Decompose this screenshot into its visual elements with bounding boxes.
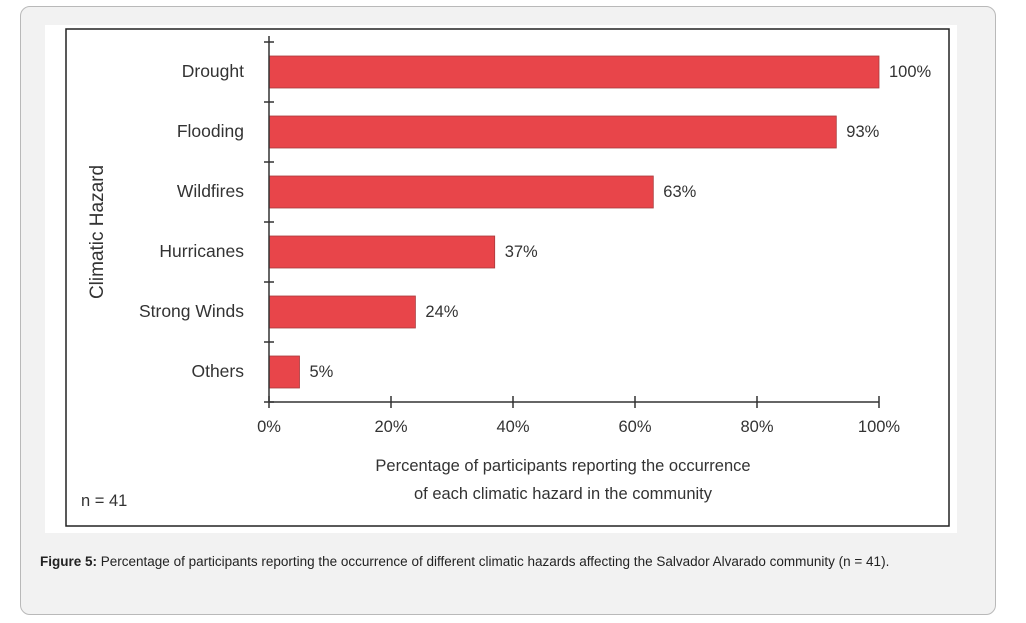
bar-drought [268, 55, 880, 89]
category-label-strong-winds: Strong Winds [139, 301, 244, 321]
category-label-others: Others [191, 361, 244, 381]
x-tick-label: 20% [374, 418, 407, 436]
x-tick-label: 60% [618, 418, 651, 436]
caption-text: Percentage of participants reporting the… [97, 554, 890, 569]
x-tick-label: 40% [496, 418, 529, 436]
bar-wildfires [268, 175, 654, 209]
bar-others [268, 355, 300, 389]
y-axis-label: Climatic Hazard [87, 165, 108, 299]
x-tick-label: 80% [740, 418, 773, 436]
figure-caption: Figure 5: Percentage of participants rep… [40, 552, 976, 571]
category-label-flooding: Flooding [177, 121, 244, 141]
x-axis-label-line-2: of each climatic hazard in the community [414, 485, 713, 503]
data-label-strong-winds: 24% [425, 303, 458, 321]
data-label-flooding: 93% [846, 123, 879, 141]
bar-hurricanes [268, 235, 496, 269]
category-label-wildfires: Wildfires [177, 181, 244, 201]
category-label-drought: Drought [182, 61, 244, 81]
x-tick-label: 100% [858, 418, 901, 436]
x-tick-label: 0% [257, 418, 281, 436]
x-axis-label-line-1: Percentage of participants reporting the… [375, 457, 750, 475]
data-label-others: 5% [310, 363, 334, 381]
bar-flooding [268, 115, 837, 149]
data-label-hurricanes: 37% [505, 243, 538, 261]
bar-chart: 100% 93% 63% 37% 24% 5% Drought Flooding Wildfi… [65, 28, 950, 527]
caption-label: Figure 5: [40, 554, 98, 569]
bars-layer: 100% 93% 63% 37% 24% 5% [268, 55, 932, 389]
data-label-wildfires: 63% [663, 183, 696, 201]
data-label-drought: 100% [889, 63, 932, 81]
axes-layer: Drought Flooding Wildfires Hurricanes Strong… [139, 36, 900, 436]
sample-size-annotation: n = 41 [81, 492, 127, 510]
figure-panel: 100% 93% 63% 37% 24% 5% Drought Flooding Wildfi… [45, 25, 957, 533]
plot-frame [65, 28, 950, 527]
category-label-hurricanes: Hurricanes [159, 241, 244, 261]
bar-strong-winds [268, 295, 416, 329]
